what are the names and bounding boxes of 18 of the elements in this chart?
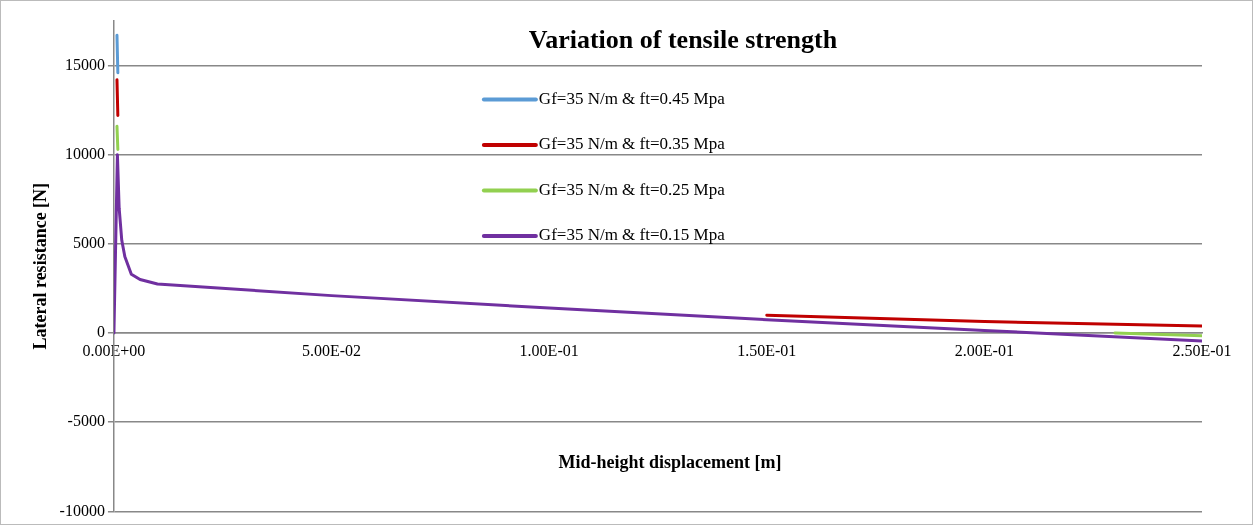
x-tick-label: 2.50E-01 bbox=[1172, 341, 1232, 359]
y-tick-label: -5000 bbox=[67, 412, 105, 430]
y-tick-label: -10000 bbox=[59, 501, 105, 519]
y-tick-label: 15000 bbox=[64, 55, 105, 73]
legend-label: Gf=35 N/m & ft=0.25 Mpa bbox=[538, 179, 726, 199]
legend-label: Gf=35 N/m & ft=0.15 Mpa bbox=[538, 225, 726, 245]
y-tick-label: 10000 bbox=[64, 144, 105, 162]
x-axis-title: Mid-height displacement [m] bbox=[558, 451, 782, 472]
x-tick-label: 1.00E-01 bbox=[519, 341, 579, 359]
y-axis-title: Lateral resistance [N] bbox=[30, 182, 51, 350]
x-tick-label: 2.00E-01 bbox=[954, 341, 1014, 359]
legend-label: Gf=35 N/m & ft=0.35 Mpa bbox=[538, 134, 726, 154]
x-tick-label: 1.50E-01 bbox=[737, 341, 797, 359]
legend-label: Gf=35 N/m & ft=0.45 Mpa bbox=[538, 88, 726, 108]
y-tick-label: 0 bbox=[96, 323, 105, 341]
x-tick-label: 5.00E-02 bbox=[301, 341, 362, 359]
y-tick-label: 5000 bbox=[72, 234, 105, 252]
chart-title: Variation of tensile strength bbox=[528, 24, 838, 54]
